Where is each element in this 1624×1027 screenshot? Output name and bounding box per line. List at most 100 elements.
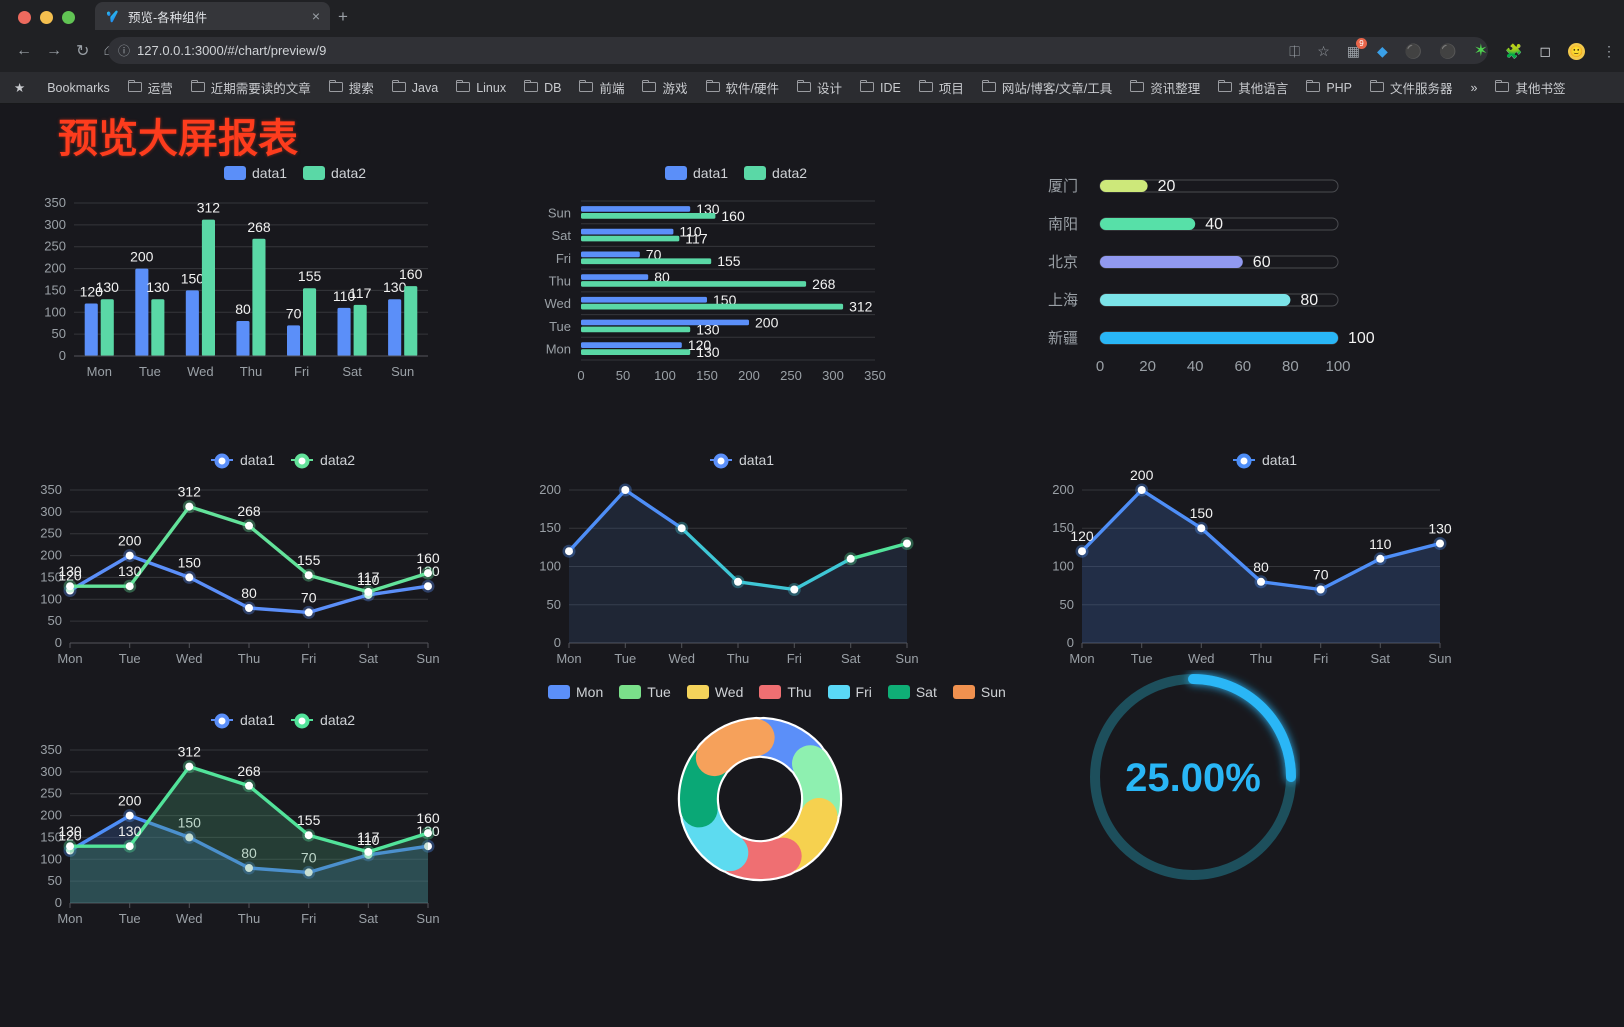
svg-text:200: 200	[40, 808, 62, 823]
svg-text:Wed: Wed	[187, 364, 214, 379]
svg-text:50: 50	[1060, 597, 1074, 612]
svg-text:Mon: Mon	[1069, 651, 1094, 666]
svg-text:312: 312	[849, 299, 873, 315]
svg-text:Sat: Sat	[1371, 651, 1391, 666]
svg-text:350: 350	[864, 368, 886, 383]
svg-text:Tue: Tue	[549, 319, 571, 334]
svg-text:Fri: Fri	[301, 651, 316, 666]
svg-text:130: 130	[696, 344, 720, 360]
svg-text:200: 200	[118, 793, 142, 809]
svg-text:130: 130	[146, 279, 170, 295]
svg-text:155: 155	[297, 812, 321, 828]
svg-text:268: 268	[812, 276, 836, 292]
svg-text:Thu: Thu	[238, 911, 260, 926]
svg-text:0: 0	[55, 635, 62, 650]
svg-text:150: 150	[181, 270, 205, 286]
svg-text:50: 50	[48, 613, 62, 628]
svg-text:100: 100	[1325, 358, 1350, 375]
svg-text:25.00%: 25.00%	[1125, 756, 1261, 800]
svg-text:350: 350	[40, 482, 62, 497]
svg-text:北京: 北京	[1048, 254, 1078, 271]
svg-text:110: 110	[1369, 536, 1392, 552]
svg-text:70: 70	[1313, 567, 1329, 583]
svg-text:Sun: Sun	[1428, 651, 1451, 666]
svg-text:80: 80	[241, 585, 257, 601]
svg-text:50: 50	[616, 368, 630, 383]
svg-text:155: 155	[298, 268, 322, 284]
svg-text:300: 300	[44, 217, 66, 232]
svg-text:60: 60	[1234, 358, 1251, 375]
svg-text:Thu: Thu	[549, 274, 571, 289]
svg-text:250: 250	[44, 239, 66, 254]
svg-text:Sat: Sat	[359, 651, 379, 666]
svg-text:200: 200	[738, 368, 760, 383]
svg-text:Thu: Thu	[238, 651, 260, 666]
svg-text:0: 0	[1096, 358, 1104, 375]
svg-text:70: 70	[301, 589, 317, 605]
svg-text:250: 250	[40, 526, 62, 541]
svg-text:Fri: Fri	[294, 364, 309, 379]
svg-text:80: 80	[235, 301, 251, 317]
svg-text:60: 60	[1253, 254, 1271, 271]
svg-text:130: 130	[58, 563, 82, 579]
svg-text:Sun: Sun	[391, 364, 414, 379]
svg-text:200: 200	[1130, 467, 1154, 483]
svg-text:100: 100	[539, 559, 561, 574]
svg-text:80: 80	[1300, 292, 1318, 309]
svg-text:250: 250	[780, 368, 802, 383]
svg-text:200: 200	[118, 533, 142, 549]
svg-text:100: 100	[44, 304, 66, 319]
svg-text:50: 50	[547, 597, 561, 612]
svg-text:Sun: Sun	[895, 651, 918, 666]
svg-text:40: 40	[1187, 358, 1204, 375]
svg-text:312: 312	[178, 484, 202, 500]
svg-text:上海: 上海	[1048, 292, 1078, 309]
svg-text:120: 120	[1070, 528, 1094, 544]
svg-text:130: 130	[1428, 521, 1452, 537]
svg-text:300: 300	[40, 764, 62, 779]
svg-text:117: 117	[349, 285, 372, 301]
svg-text:250: 250	[40, 786, 62, 801]
svg-text:160: 160	[416, 810, 440, 826]
svg-text:Tue: Tue	[614, 651, 636, 666]
svg-text:Fri: Fri	[556, 251, 571, 266]
svg-text:268: 268	[237, 763, 261, 779]
svg-text:20: 20	[1158, 178, 1176, 195]
svg-text:Fri: Fri	[1313, 651, 1328, 666]
svg-text:312: 312	[178, 744, 202, 760]
svg-text:80: 80	[1253, 559, 1269, 575]
svg-text:200: 200	[40, 548, 62, 563]
svg-text:Wed: Wed	[176, 911, 203, 926]
svg-text:150: 150	[696, 368, 718, 383]
svg-text:130: 130	[118, 563, 142, 579]
svg-text:新疆: 新疆	[1048, 330, 1078, 347]
svg-text:Thu: Thu	[240, 364, 262, 379]
svg-text:150: 150	[539, 520, 561, 535]
svg-text:Sat: Sat	[342, 364, 362, 379]
svg-text:100: 100	[1348, 330, 1375, 347]
svg-text:Mon: Mon	[57, 911, 82, 926]
svg-text:Tue: Tue	[119, 651, 141, 666]
svg-text:Fri: Fri	[787, 651, 802, 666]
svg-text:117: 117	[357, 569, 380, 585]
svg-text:南阳: 南阳	[1048, 216, 1078, 233]
svg-text:130: 130	[696, 321, 720, 337]
svg-text:Tue: Tue	[1131, 651, 1153, 666]
svg-text:80: 80	[1282, 358, 1299, 375]
svg-text:155: 155	[717, 253, 741, 269]
svg-text:Wed: Wed	[545, 296, 572, 311]
svg-text:300: 300	[822, 368, 844, 383]
svg-text:130: 130	[96, 279, 120, 295]
svg-text:117: 117	[685, 231, 708, 247]
svg-text:160: 160	[399, 266, 423, 282]
svg-text:Wed: Wed	[668, 651, 695, 666]
svg-text:Mon: Mon	[556, 651, 581, 666]
svg-text:50: 50	[52, 326, 66, 341]
svg-text:117: 117	[357, 829, 380, 845]
svg-text:100: 100	[1052, 559, 1074, 574]
svg-text:268: 268	[247, 219, 271, 235]
svg-text:200: 200	[44, 261, 66, 276]
svg-text:Thu: Thu	[727, 651, 749, 666]
svg-text:100: 100	[40, 591, 62, 606]
svg-text:150: 150	[178, 554, 202, 570]
